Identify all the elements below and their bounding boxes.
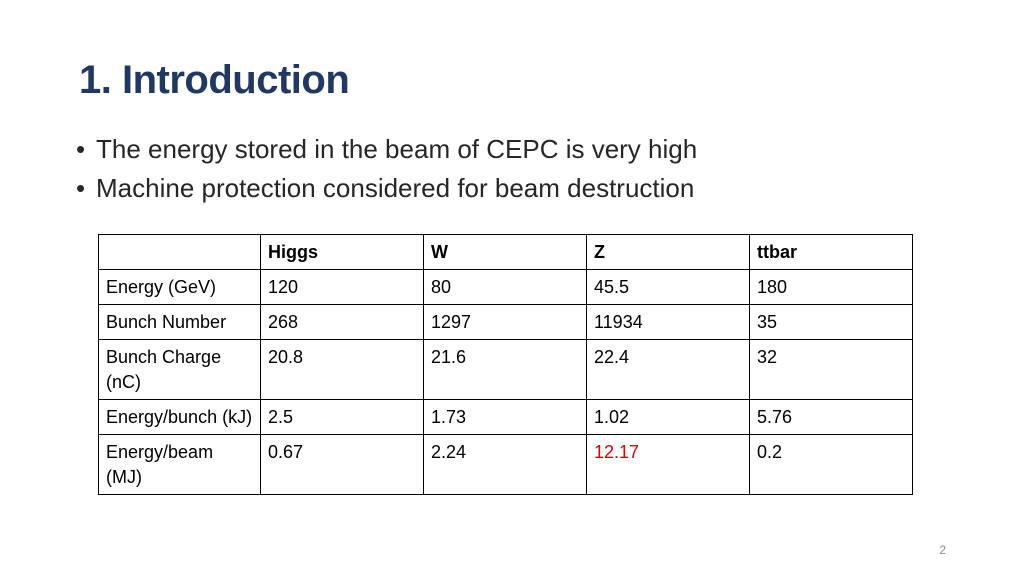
table-header-cell: W (423, 234, 587, 270)
table-cell: 22.4 (586, 339, 750, 400)
table-cell: 35 (749, 304, 913, 340)
table-cell: 32 (749, 339, 913, 400)
table-cell: 20.8 (260, 339, 424, 400)
table-row: Energy/beam (MJ) 0.67 2.24 12.17 0.2 (98, 434, 913, 495)
bullet-dot-icon: • (76, 173, 86, 203)
table-cell: 1.73 (423, 399, 587, 435)
table-cell: 2.24 (423, 434, 587, 495)
table-cell: 1297 (423, 304, 587, 340)
table-cell: 0.2 (749, 434, 913, 495)
table-row: Bunch Charge (nC) 20.8 21.6 22.4 32 (98, 339, 913, 400)
table-cell: 120 (260, 269, 424, 305)
bullet-text: The energy stored in the beam of CEPC is… (96, 134, 698, 164)
bullet-list: • The energy stored in the beam of CEPC i… (76, 130, 697, 208)
table-cell: 1.02 (586, 399, 750, 435)
bullet-text: Machine protection considered for beam d… (96, 173, 695, 203)
row-label-cell: Bunch Number (98, 304, 261, 340)
bullet-item: • The energy stored in the beam of CEPC i… (76, 130, 697, 169)
bullet-item: • Machine protection considered for beam … (76, 169, 697, 208)
bullet-dot-icon: • (76, 134, 86, 164)
beam-energy-table: Higgs W Z ttbar Energy (GeV) 120 80 45.5… (98, 234, 913, 495)
table-header-row: Higgs W Z ttbar (98, 234, 913, 270)
table-cell: 180 (749, 269, 913, 305)
table-cell: 5.76 (749, 399, 913, 435)
page-number: 2 (939, 543, 946, 557)
row-label-cell: Energy/beam (MJ) (98, 434, 261, 495)
table-row: Bunch Number 268 1297 11934 35 (98, 304, 913, 340)
row-label-cell: Bunch Charge (nC) (98, 339, 261, 400)
table-cell: 268 (260, 304, 424, 340)
table-cell: 11934 (586, 304, 750, 340)
table-header-cell: Z (586, 234, 750, 270)
table-cell: 45.5 (586, 269, 750, 305)
slide-title: 1. Introduction (79, 58, 350, 102)
table-header-cell: Higgs (260, 234, 424, 270)
row-label-cell: Energy (GeV) (98, 269, 261, 305)
table-cell: 0.67 (260, 434, 424, 495)
table-row: Energy (GeV) 120 80 45.5 180 (98, 269, 913, 305)
table-cell: 2.5 (260, 399, 424, 435)
row-label-cell: Energy/bunch (kJ) (98, 399, 261, 435)
table-header-cell (98, 234, 261, 270)
table-cell: 80 (423, 269, 587, 305)
table-row: Energy/bunch (kJ) 2.5 1.73 1.02 5.76 (98, 399, 913, 435)
table-header-cell: ttbar (749, 234, 913, 270)
table-cell: 21.6 (423, 339, 587, 400)
highlighted-table-cell: 12.17 (586, 434, 750, 495)
